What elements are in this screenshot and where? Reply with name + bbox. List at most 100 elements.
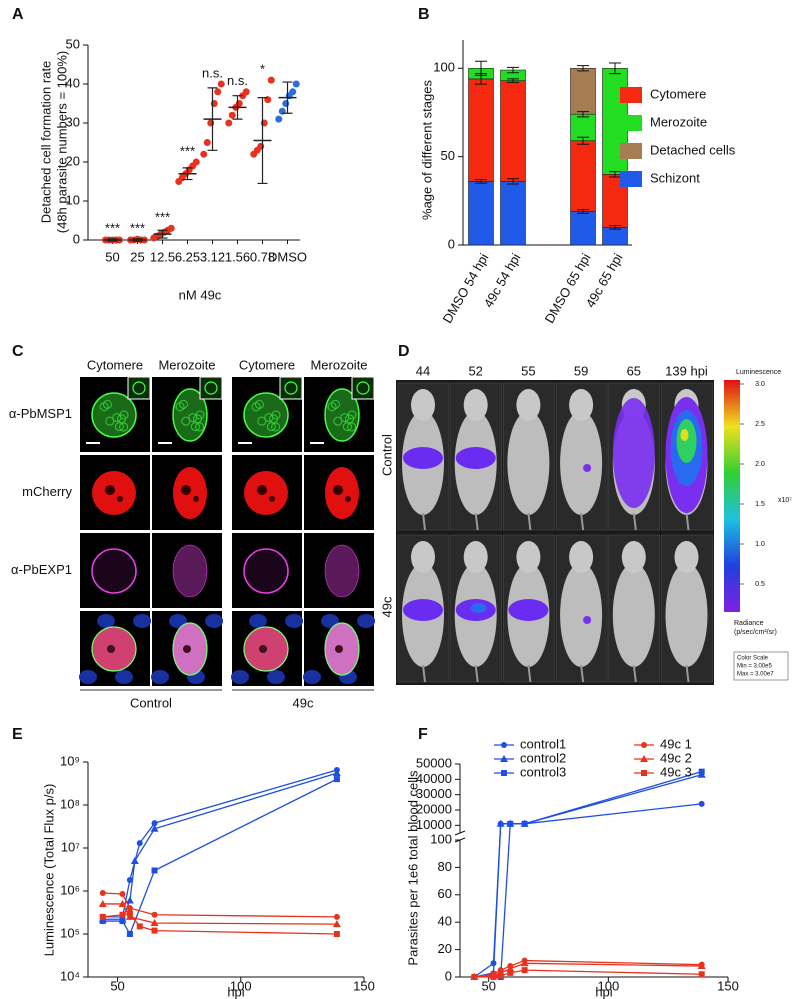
- data-point: [496, 819, 505, 827]
- mouse-tail: [474, 664, 479, 683]
- signal: [583, 616, 592, 624]
- data-point: [210, 100, 218, 107]
- data-point: [333, 913, 340, 920]
- significance: n.s.: [227, 73, 248, 88]
- spot: [105, 485, 115, 495]
- x-axis-label: nM 49c: [179, 287, 222, 302]
- host-nucleus: [205, 614, 223, 628]
- data-point: [507, 969, 514, 976]
- data-point: [332, 920, 341, 928]
- series-line: [474, 969, 702, 978]
- data-point: [698, 800, 705, 807]
- host-nucleus: [267, 670, 285, 684]
- legend-swatch: [620, 87, 642, 103]
- y-axis-label: Detached cell formation rate: [38, 61, 53, 224]
- x-tick-label: 12.5: [150, 249, 175, 264]
- time-label: 139 hpi: [665, 363, 708, 378]
- data-point: [130, 856, 139, 864]
- y-tick-label: 10⁴: [60, 968, 80, 983]
- column-header: Cytomere: [87, 357, 143, 372]
- inset-cell: [204, 381, 218, 395]
- legend-label: Merozoite: [650, 114, 707, 129]
- axis-break: [454, 830, 466, 836]
- y-tick-label: 0: [73, 231, 80, 246]
- x-tick-label: DMSO 65 hpi: [542, 251, 594, 326]
- y-tick-label: 40: [66, 75, 80, 90]
- colorbar-tick-label: 2.5: [755, 421, 765, 428]
- spot: [333, 485, 343, 495]
- cell: [324, 544, 360, 598]
- scale-text: Color Scale: [737, 656, 769, 662]
- data-point: [267, 76, 275, 84]
- nucleus: [195, 422, 205, 432]
- bar-segment: [500, 80, 526, 182]
- mouse-tail: [527, 664, 532, 683]
- inset: [351, 376, 375, 400]
- spot: [181, 485, 191, 495]
- error-bar: [207, 87, 218, 151]
- signal: [612, 398, 655, 508]
- y-axis-label: (48h parasite numbers = 100%): [54, 51, 69, 233]
- mouse-tail: [422, 664, 426, 683]
- y-axis-label: Parasites per 1e6 total blood cells: [405, 770, 420, 966]
- inset: [279, 376, 303, 400]
- inset-cell: [284, 381, 298, 395]
- mouse-tail: [474, 512, 479, 531]
- colorbar-tick-label: 0.5: [755, 581, 765, 588]
- column-header: Cytomere: [239, 357, 295, 372]
- mouse-head: [411, 541, 435, 573]
- signal: [680, 429, 689, 441]
- mouse-body: [560, 563, 603, 667]
- y-tick-label: 10⁵: [60, 925, 80, 940]
- signal: [403, 599, 443, 621]
- inset-cell: [132, 381, 146, 395]
- nucleus: [340, 413, 350, 423]
- error-bar: [609, 225, 621, 230]
- bar-segment: [468, 181, 494, 246]
- data-point: [119, 891, 126, 898]
- data-point: [333, 931, 340, 937]
- data-point: [698, 971, 705, 978]
- mouse-tail: [685, 664, 690, 683]
- nucleus: [119, 422, 129, 432]
- error-bar: [507, 178, 519, 185]
- host-nucleus: [285, 614, 303, 628]
- time-label: 52: [468, 363, 482, 378]
- signal: [508, 599, 549, 621]
- row-label: α-PbEXP1: [11, 562, 72, 577]
- colorbar-tick-label: 1.0: [755, 541, 765, 548]
- y-tick-label: 50000: [416, 755, 452, 770]
- signal: [403, 447, 443, 469]
- scale-text: Min = 3.00e5: [737, 664, 773, 670]
- inset: [199, 376, 223, 400]
- y-tick-label: 30000: [416, 786, 452, 801]
- legend-swatch: [620, 171, 642, 187]
- x-tick-label: 1.56: [225, 249, 250, 264]
- y-tick-label: 10000: [416, 817, 452, 832]
- host-nucleus: [321, 614, 339, 628]
- time-label: 59: [574, 363, 588, 378]
- host-nucleus: [169, 614, 187, 628]
- data-point: [490, 974, 497, 980]
- bar-segment: [570, 140, 596, 212]
- nucleus: [112, 413, 122, 423]
- panel-letter: E: [12, 726, 23, 743]
- signal: [676, 419, 697, 463]
- y-tick-label: 10⁸: [60, 796, 80, 811]
- legend-swatch: [620, 115, 642, 131]
- y-tick-label: 0: [448, 236, 455, 251]
- data-point: [289, 88, 297, 96]
- data-point: [521, 820, 528, 827]
- mouse-body: [507, 411, 550, 515]
- error-bar: [507, 78, 519, 83]
- y-tick-label: 50: [66, 36, 80, 51]
- colorbar-tick-label: 3.0: [755, 381, 765, 388]
- colorbar-exponent: x10⁷: [778, 497, 792, 504]
- error-bar: [282, 81, 293, 114]
- series-line: [474, 771, 702, 978]
- mouse-head: [621, 541, 646, 573]
- data-point: [118, 899, 127, 907]
- error-bar: [475, 60, 487, 76]
- colorbar: [724, 380, 740, 612]
